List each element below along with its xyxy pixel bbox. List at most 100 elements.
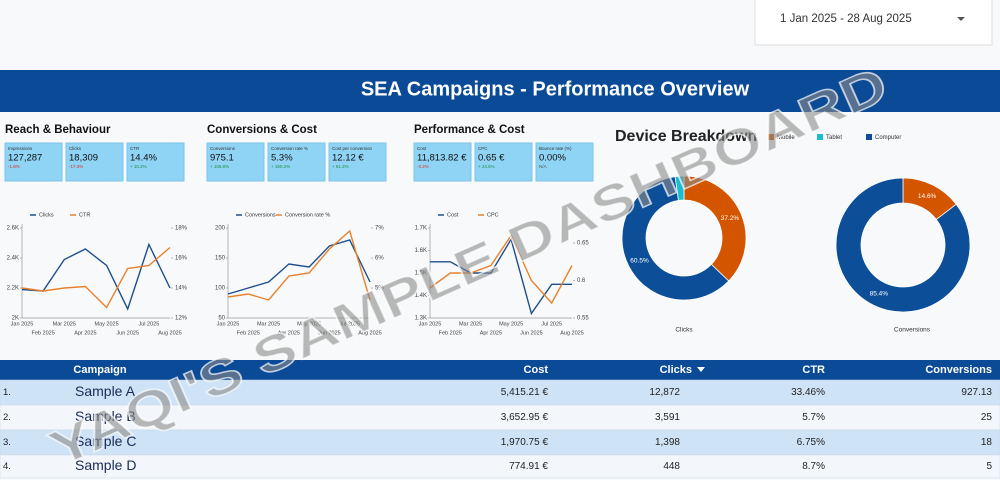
campaign-name: Sample C xyxy=(75,433,136,449)
table-header xyxy=(0,360,1000,380)
x-tick-label: Jan 2025 xyxy=(11,321,34,327)
y-tick-label: 1.7K xyxy=(415,226,427,232)
y-tick-label: 100 xyxy=(215,286,226,292)
y-tick-label: 50 xyxy=(218,316,225,322)
table-cell: 6.75% xyxy=(797,437,825,448)
slice-label: 14.6% xyxy=(918,193,937,200)
kpi-label: Bounce rate (%) xyxy=(539,146,572,151)
kpi-label: Impressions xyxy=(8,146,33,151)
table-cell: 3,652.95 € xyxy=(501,412,549,423)
x-tick-label: May 2025 xyxy=(499,321,523,327)
kpi-label: CTR xyxy=(130,146,140,151)
table-cell: 448 xyxy=(663,461,680,472)
legend-label: Computer xyxy=(875,135,901,141)
legend-label: CPC xyxy=(487,212,499,218)
table-cell: 12,872 xyxy=(649,387,680,398)
table-cell: 5 xyxy=(986,461,992,472)
kpi-value: 0.65 € xyxy=(478,153,505,164)
column-header[interactable]: Campaign xyxy=(73,364,126,376)
donut-label: Conversions xyxy=(894,327,931,334)
kpi-card xyxy=(206,142,265,182)
table-cell: 927.13 xyxy=(961,387,992,398)
x-tick-label: May 2025 xyxy=(94,321,118,327)
legend-label: Cost xyxy=(447,212,459,218)
table-row xyxy=(0,404,1000,431)
y-tick-label: 2.2K xyxy=(7,286,19,292)
kpi-change: -1.8% xyxy=(8,164,20,169)
table-row xyxy=(0,379,1000,406)
y-tick-label: 200 xyxy=(215,226,226,232)
x-tick-label: Mar 2025 xyxy=(459,321,482,327)
banner xyxy=(0,70,1000,112)
x-tick-label: Feb 2025 xyxy=(32,330,55,336)
y-tick-label: 150 xyxy=(215,256,226,262)
donut-label: Clicks xyxy=(675,327,693,334)
y2-tick-label: 12% xyxy=(175,316,188,322)
x-tick-label: Jul 2025 xyxy=(541,321,562,327)
kpi-label: Conversions xyxy=(210,146,236,151)
row-number: 4. xyxy=(3,461,11,472)
y-tick-label: 2.4K xyxy=(7,256,19,262)
kpi-change: + 150.2% xyxy=(271,164,290,169)
kpi-card xyxy=(4,142,63,182)
kpi-change: -17.3% xyxy=(69,164,83,169)
y-tick-label: 2.6K xyxy=(7,226,19,232)
y-tick-label: 1.3K xyxy=(415,316,427,322)
kpi-card xyxy=(413,142,472,182)
x-tick-label: Apr 2025 xyxy=(74,330,96,336)
y-tick-label: 2K xyxy=(12,316,19,322)
y2-tick-label: 0.65 xyxy=(577,241,589,247)
kpi-label: CPC xyxy=(478,146,488,151)
x-tick-label: Jul 2025 xyxy=(138,321,159,327)
dropdown-arrow[interactable] xyxy=(957,17,965,21)
y-tick-label: 1.4K xyxy=(415,293,427,299)
table-cell: 18 xyxy=(981,437,993,448)
kpi-change: + 106.8% xyxy=(210,164,229,169)
y2-tick-label: 0.55 xyxy=(577,316,589,322)
column-header[interactable]: CTR xyxy=(802,364,825,376)
y2-tick-label: 7% xyxy=(375,226,384,232)
kpi-value: 5.3% xyxy=(271,153,293,164)
table-row xyxy=(0,429,1000,456)
x-tick-label: Feb 2025 xyxy=(439,330,462,336)
x-tick-label: Jun 2025 xyxy=(318,330,341,336)
kpi-change: -3.2% xyxy=(417,164,429,169)
series-line xyxy=(227,239,371,295)
kpi-value: 127,287 xyxy=(8,153,42,164)
donut-slice xyxy=(683,175,747,282)
table-cell: 774.91 € xyxy=(509,461,548,472)
kpi-label: Conversion rate % xyxy=(271,146,308,151)
y2-tick-label: 14% xyxy=(175,286,188,292)
legend-swatch xyxy=(866,134,872,140)
date-range[interactable]: 1 Jan 2025 - 28 Aug 2025 xyxy=(780,13,912,25)
y2-tick-label: 5% xyxy=(375,286,384,292)
x-tick-label: May 2025 xyxy=(297,321,321,327)
sort-indicator[interactable] xyxy=(697,367,705,372)
y2-tick-label: 18% xyxy=(175,226,188,232)
table-row xyxy=(0,454,1000,479)
legend-swatch xyxy=(768,134,774,140)
series-line xyxy=(21,242,171,311)
slice-label: 60.5% xyxy=(630,258,649,265)
row-number: 1. xyxy=(3,387,11,398)
kpi-value: 11,813.82 € xyxy=(417,153,467,164)
kpi-label: Cost xyxy=(417,146,427,151)
date-picker[interactable] xyxy=(754,0,993,46)
kpi-value: 975.1 xyxy=(210,153,234,164)
kpi-value: 0.00% xyxy=(539,153,566,164)
slice-label: 37.2% xyxy=(721,215,740,222)
column-header[interactable]: Conversions xyxy=(925,364,992,376)
table-cell: 8.7% xyxy=(802,461,825,472)
kpi-card xyxy=(328,142,387,182)
campaign-name: Sample D xyxy=(75,457,136,473)
donut-slice xyxy=(835,177,971,313)
kpi-change: N/A xyxy=(539,164,547,169)
column-header[interactable]: Cost xyxy=(524,364,549,376)
table-cell: 5.7% xyxy=(802,412,825,423)
series-line xyxy=(227,229,371,301)
column-header[interactable]: Clicks xyxy=(660,364,692,376)
x-tick-label: Aug 2025 xyxy=(158,330,182,336)
x-tick-label: Apr 2025 xyxy=(278,330,300,336)
donut-slice xyxy=(674,175,685,201)
